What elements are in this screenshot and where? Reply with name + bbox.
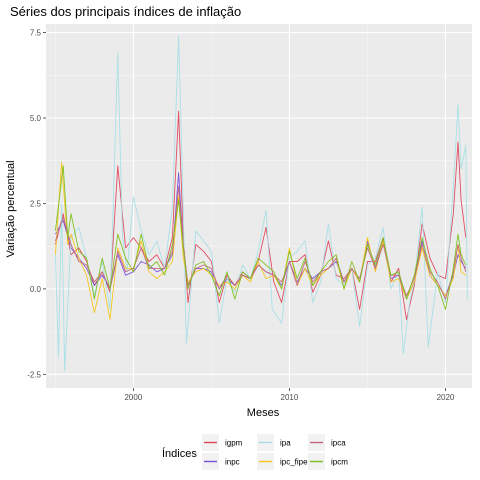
y-tick-label: 0.0: [30, 285, 42, 294]
series-line-ipca: [54, 185, 467, 300]
major-gridlines: [46, 24, 472, 388]
x-axis: 2000 2010 2020: [124, 388, 455, 402]
legend-label-ipc_fipe: ipc_fipe: [280, 458, 308, 467]
series-line-ipcm: [54, 165, 467, 310]
y-axis: -2.5 0.0 2.5 5.0 7.5: [27, 29, 46, 379]
legend-label-ipca: ipca: [331, 439, 346, 448]
y-axis-title: Variação percentual: [5, 160, 17, 257]
series-line-ipa: [54, 35, 468, 372]
series-line-igpm: [54, 110, 467, 321]
legend-label-ipcm: ipcm: [331, 458, 348, 467]
series-line-ipc_fipe: [54, 161, 467, 321]
legend-label-igpm: igpm: [225, 439, 243, 448]
legend-label-ipa: ipa: [280, 439, 291, 448]
chart-title: Séries dos principais índices de inflaçã…: [10, 4, 241, 19]
legend: Índices igpm inpc ipa ipc_fipe ipca ipcm: [162, 434, 348, 470]
x-tick-label: 2020: [437, 393, 455, 402]
y-tick-label: 5.0: [30, 114, 42, 123]
y-tick-label: 7.5: [30, 29, 42, 38]
x-tick-label: 2000: [124, 393, 142, 402]
plot-panel: [46, 24, 472, 388]
x-tick-label: 2010: [281, 393, 299, 402]
legend-label-inpc: inpc: [225, 458, 240, 467]
x-axis-title: Meses: [247, 407, 280, 419]
legend-title: Índices: [162, 447, 197, 460]
series-lines: [54, 35, 468, 372]
y-tick-label: -2.5: [27, 370, 41, 379]
y-tick-label: 2.5: [30, 199, 42, 208]
